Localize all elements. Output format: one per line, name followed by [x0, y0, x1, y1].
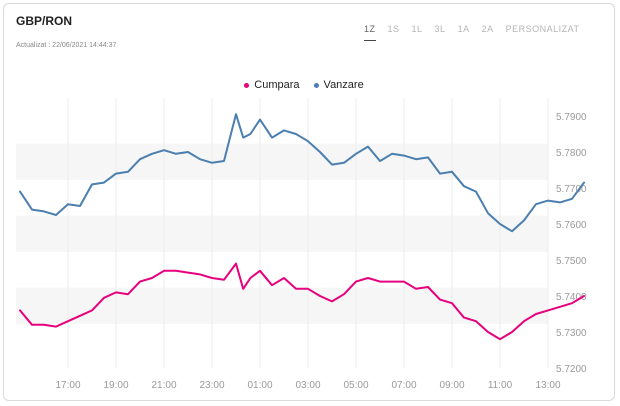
series-line-cumpara[interactable] — [19, 262, 585, 341]
chart-card — [3, 3, 615, 401]
y-tick-label: 5.7800 — [556, 148, 587, 159]
x-tick-label: 01:00 — [247, 380, 272, 391]
x-tick-label: 03:00 — [295, 380, 320, 391]
grid-band — [16, 143, 548, 180]
y-tick-label: 5.7200 — [556, 364, 587, 375]
y-tick-label: 5.7500 — [556, 256, 587, 267]
y-tick-label: 5.7900 — [556, 112, 587, 123]
tab-2a[interactable]: 2A — [481, 24, 494, 34]
tab-personalizat[interactable]: PERSONALIZAT — [505, 24, 580, 34]
legend-item-cumpara[interactable]: Cumpara — [244, 79, 300, 91]
y-tick-label: 5.7700 — [556, 184, 587, 195]
x-tick-label: 13:00 — [535, 380, 560, 391]
x-tick-label: 23:00 — [199, 380, 224, 391]
legend-dot-vanzare — [313, 82, 319, 88]
x-tick-label: 05:00 — [343, 380, 368, 391]
x-tick-label: 11:00 — [488, 380, 513, 391]
updated-timestamp: Actualizat : 22/06/2021 14:44:37 — [16, 42, 117, 49]
tab-3l[interactable]: 3L — [434, 24, 446, 34]
y-tick-label: 5.7400 — [556, 292, 587, 303]
chart-legend: Cumpara Vanzare — [0, 79, 614, 91]
legend-dot-cumpara — [244, 82, 250, 88]
legend-item-vanzare[interactable]: Vanzare — [313, 79, 364, 91]
tab-1l[interactable]: 1L — [411, 24, 423, 34]
series-line-vanzare[interactable] — [19, 113, 585, 233]
grid-band — [16, 215, 548, 252]
x-tick-label: 09:00 — [439, 380, 464, 391]
period-tabs: 1Z 1S 1L 3L 1A 2A PERSONALIZAT — [364, 24, 591, 41]
pair-title: GBP/RON — [16, 14, 73, 28]
y-tick-label: 5.7600 — [556, 220, 587, 231]
tab-1z[interactable]: 1Z — [364, 24, 376, 41]
legend-label-vanzare: Vanzare — [323, 79, 364, 91]
legend-label-cumpara: Cumpara — [254, 79, 300, 91]
tab-1a[interactable]: 1A — [457, 24, 470, 34]
x-tick-label: 21:00 — [151, 380, 176, 391]
y-tick-label: 5.7300 — [556, 328, 587, 339]
grid-band — [16, 287, 548, 324]
x-tick-label: 07:00 — [391, 380, 416, 391]
x-tick-label: 19:00 — [103, 380, 128, 391]
x-tick-label: 17:00 — [55, 380, 80, 391]
tab-1s[interactable]: 1S — [387, 24, 400, 34]
